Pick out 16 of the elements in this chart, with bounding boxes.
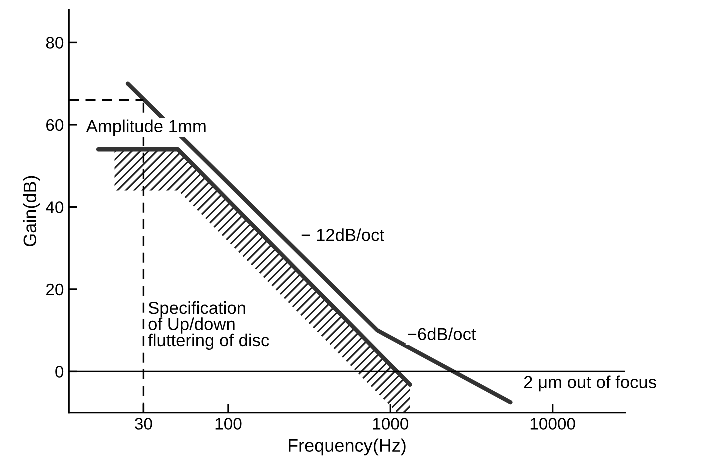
annotation: −6dB/oct (408, 328, 476, 341)
annotation: − 12dB/oct (302, 228, 384, 242)
y-tick-label: 40 (46, 202, 64, 214)
y-tick-label: 60 (46, 119, 64, 132)
y-tick-label: 20 (46, 284, 64, 296)
y-tick-label: 80 (46, 37, 64, 49)
annotation: 2 μm out of focus (524, 376, 656, 392)
x-tick-label: 10000 (530, 418, 576, 430)
y-axis-title: Gain(dB) (23, 176, 40, 247)
annotation: Specification of Up/down fluttering of disc (148, 302, 270, 350)
x-tick-label: 1000 (373, 418, 409, 430)
x-axis-title: Frequency(Hz) (289, 438, 406, 456)
y-tick-label: 0 (56, 366, 64, 378)
x-tick-label: 100 (216, 418, 242, 430)
annotation: Amplitude 1mm (86, 120, 206, 136)
x-tick-label: 30 (135, 418, 152, 430)
